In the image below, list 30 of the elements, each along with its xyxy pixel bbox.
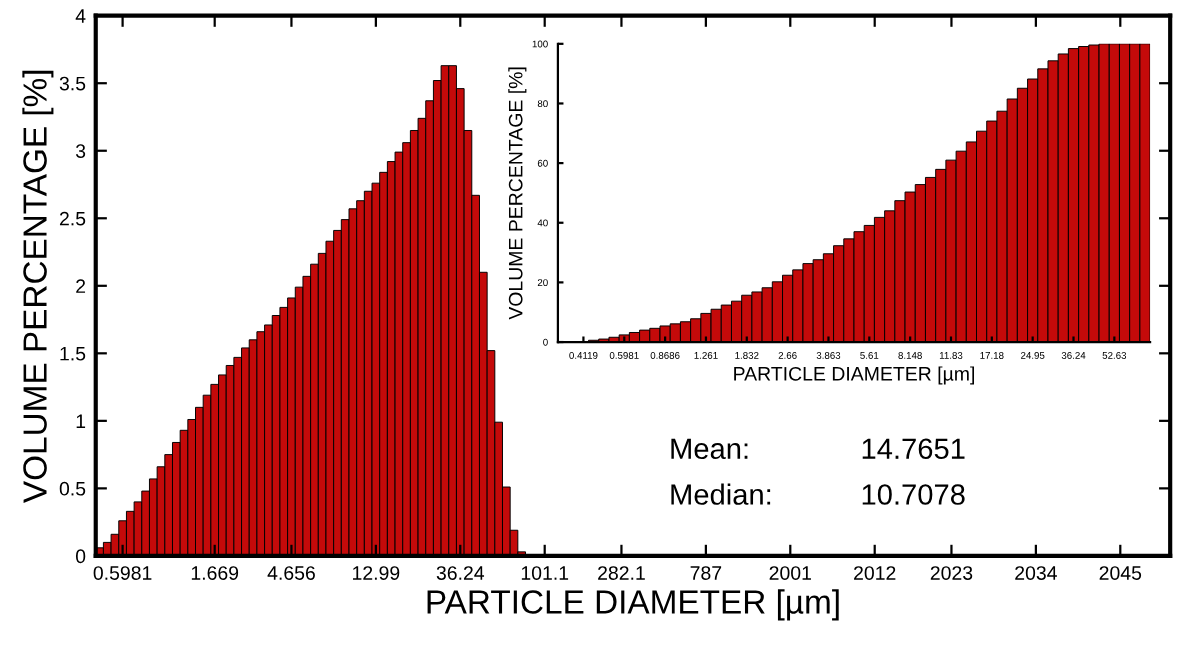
x-tick-label: 2023 bbox=[930, 566, 973, 580]
x-tick-label: 101.1 bbox=[521, 566, 569, 580]
x-tick-label: 1.669 bbox=[191, 566, 239, 580]
y-tick-label: 1 bbox=[76, 414, 86, 428]
annotation: Median: bbox=[671, 483, 771, 505]
y-tick-label: 4 bbox=[75, 9, 86, 23]
y-tick-label: 2.5 bbox=[59, 211, 86, 226]
y-axis-title: VOLUME PERCENTAGE [%] bbox=[22, 70, 54, 503]
x-tick-label: 2034 bbox=[1015, 566, 1057, 580]
y-tick-label: 1.5 bbox=[60, 346, 86, 361]
x-tick-label: 282.1 bbox=[598, 566, 645, 580]
y-axis-title: VOLUME PERCENTAGE [%] bbox=[508, 67, 527, 320]
annotation: 14.7651 bbox=[862, 438, 965, 460]
y-tick-label: 0 bbox=[75, 549, 86, 564]
x-tick-label: 4.656 bbox=[267, 566, 315, 580]
annotation: Mean: bbox=[671, 438, 748, 460]
y-tick-label: 3.5 bbox=[59, 76, 86, 91]
x-tick-label: 36.24 bbox=[436, 566, 485, 580]
x-tick-label: 787 bbox=[690, 566, 722, 580]
y-tick-label: 3 bbox=[75, 144, 86, 158]
annotation: 10.7078 bbox=[862, 484, 965, 505]
x-tick-label: 2001 bbox=[769, 566, 811, 580]
x-axis-title: PARTICLE DIAMETER [µm] bbox=[427, 589, 839, 621]
y-tick-label: 0.5 bbox=[59, 481, 86, 496]
x-axis-title: PARTICLE DIAMETER [µm] bbox=[734, 366, 974, 385]
x-tick-label: 2045 bbox=[1099, 566, 1142, 580]
y-tick-label: 2 bbox=[76, 279, 86, 293]
x-tick-label: 2012 bbox=[854, 566, 896, 580]
x-tick-label: 0.5981 bbox=[93, 566, 152, 580]
x-tick-label: 12.99 bbox=[353, 566, 400, 580]
